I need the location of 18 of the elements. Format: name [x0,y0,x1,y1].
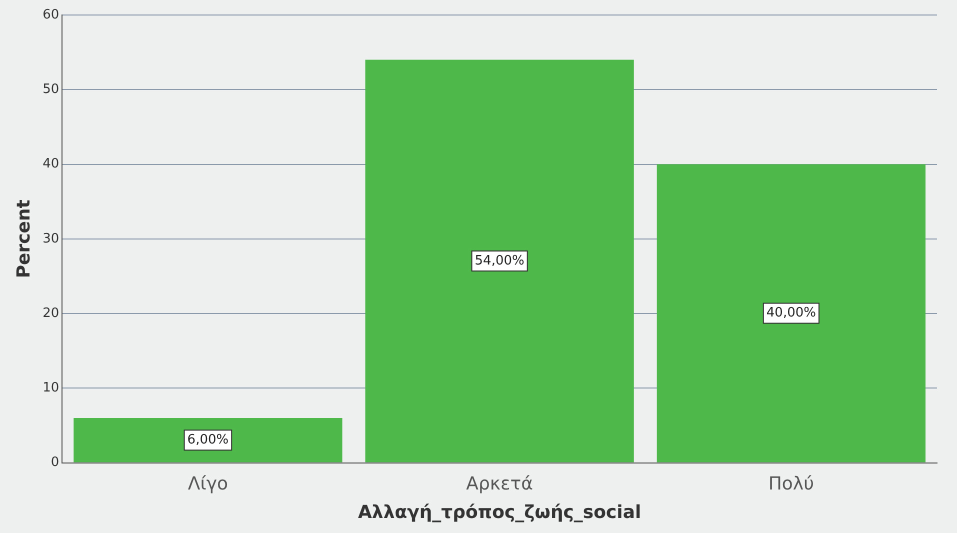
bar [365,60,634,462]
bar [656,164,926,462]
y-tick-label: 30 [42,231,60,246]
x-tick-label: Αρκετά [466,473,533,494]
x-axis-title: Αλλαγή_τρόπος_ζωής_social [358,502,642,523]
y-tick-label: 50 [42,82,60,98]
y-tick-label: 40 [42,156,60,172]
y-axis-title: Percent [13,199,34,278]
y-tick-label: 10 [42,380,60,396]
x-tick-label: Λίγο [188,473,228,494]
data-label: 54,00% [474,253,524,268]
y-tick-label: 60 [42,7,60,22]
y-tick-label: 0 [50,455,60,470]
bar [74,418,342,462]
data-label: 6,00% [187,432,229,448]
x-tick-label: Πολύ [768,473,814,494]
y-tick-label: 20 [42,306,60,321]
data-label: 40,00% [766,306,816,321]
